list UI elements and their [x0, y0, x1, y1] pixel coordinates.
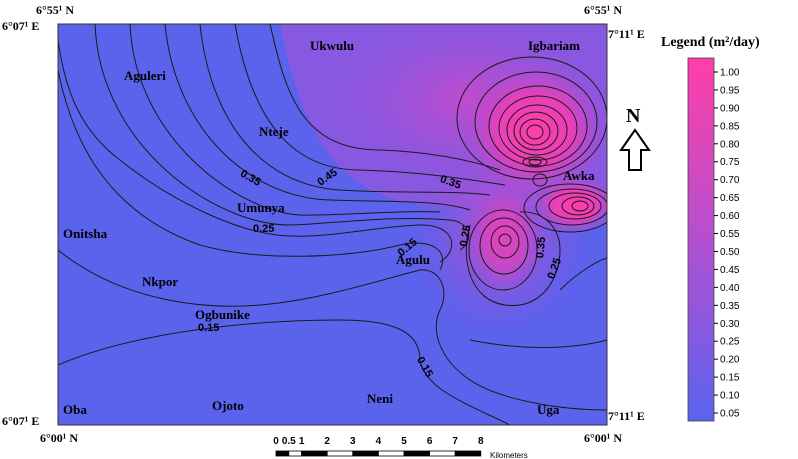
place-ogbunike: Ogbunike — [195, 307, 250, 322]
scale-segment — [301, 450, 328, 457]
north-arrow-icon — [619, 128, 651, 171]
scale-tick-label: 0.5 — [282, 436, 296, 447]
legend-tick-label: 0.90 — [720, 103, 740, 114]
legend-tick-label: 0.70 — [720, 175, 740, 186]
scale-tick-label: 6 — [427, 436, 433, 447]
legend-tick-label: 0.75 — [720, 157, 740, 168]
coord-top-right-lat: 6°55¹ N — [584, 3, 622, 17]
scale-bar: 0 0.5 1 2 3 4 5 6 7 8 Kilometers — [273, 436, 528, 459]
scale-segment — [454, 450, 482, 457]
contour-label-9: 0.15 — [198, 322, 219, 334]
place-agulu: Agulu — [396, 252, 430, 267]
place-neni: Neni — [367, 391, 393, 406]
scale-segment — [429, 450, 456, 457]
place-nkpor: Nkpor — [142, 274, 178, 289]
legend-tick-label: 0.80 — [720, 139, 740, 150]
north-label: N — [626, 105, 641, 127]
scale-segments — [275, 450, 482, 457]
place-umunya: Umunya — [237, 200, 285, 215]
place-nteje: Nteje — [259, 124, 289, 139]
scale-tick-label: 4 — [376, 436, 382, 447]
place-ojoto: Ojoto — [212, 398, 244, 413]
legend-tick-label: 0.20 — [720, 355, 740, 366]
legend-tick-label: 0.55 — [720, 229, 740, 240]
contour-label-6: 0.25 — [458, 224, 474, 247]
scale-segment — [275, 450, 290, 457]
legend-tick-label: 0.95 — [720, 85, 740, 96]
legend-title: Legend (m²/day) — [661, 35, 760, 50]
scale-tick-label: 7 — [452, 436, 458, 447]
legend-tick-label: 0.35 — [720, 301, 740, 312]
place-igbariam: Igbariam — [528, 38, 580, 53]
scale-segment — [288, 450, 302, 457]
coord-bottom-left-lat: 6°00¹ N — [40, 431, 78, 445]
coord-bottom-left-lon: 6°07¹ E — [2, 414, 39, 428]
corner-coordinates: 6°55¹ N 6°07¹ E 6°55¹ N 7°11¹ E 6°07¹ E … — [2, 3, 645, 445]
place-ukwulu: Ukwulu — [310, 38, 354, 53]
scale-segment — [377, 450, 405, 457]
legend-tick-label: 0.40 — [720, 283, 740, 294]
map-fill — [58, 24, 607, 425]
legend-tick-label: 0.15 — [720, 373, 740, 384]
scale-tick-label: 1 — [299, 436, 305, 447]
map-frame — [57, 23, 608, 426]
legend-tick-label: 0.85 — [720, 121, 740, 132]
north-arrow: N — [619, 105, 651, 171]
coord-bottom-right-lon: 7°11¹ E — [608, 409, 645, 423]
scale-segment — [403, 450, 431, 457]
legend-tick-label: 0.60 — [720, 211, 740, 222]
scale-tick-label: 2 — [324, 436, 330, 447]
legend-tick-label: 1.00 — [720, 68, 740, 79]
coord-top-left-lon: 6°07¹ E — [2, 19, 39, 33]
scale-segment — [352, 450, 379, 457]
legend-tick-label: 0.50 — [720, 247, 740, 258]
contour-label-4: 0.25 — [253, 223, 274, 235]
coord-bottom-right-lat: 6°00¹ N — [584, 431, 622, 445]
legend-tick-label: 0.30 — [720, 319, 740, 330]
scale-tick-labels: 0 0.5 1 2 3 4 5 6 7 8 — [273, 436, 484, 447]
place-names: Ukwulu Igbariam Aguleri Nteje Awka Umuny… — [63, 38, 595, 417]
place-awka: Awka — [563, 168, 595, 183]
scale-tick-label: 0 — [273, 436, 279, 447]
place-uga: Uga — [537, 402, 560, 417]
scale-tick-label: 5 — [401, 436, 407, 447]
place-oba: Oba — [63, 402, 87, 417]
scale-unit: Kilometers — [490, 451, 528, 459]
contour-lines — [58, 24, 607, 425]
legend: Legend (m²/day) 1.00 0.95 0.90 0.85 0.80 0.75… — [661, 35, 760, 422]
legend-tick-label: 0.65 — [720, 193, 740, 204]
legend-tick-label: 0.10 — [720, 391, 740, 402]
scale-segment — [326, 450, 354, 457]
legend-tick-label: 0.45 — [720, 265, 740, 276]
legend-ticks: 1.00 0.95 0.90 0.85 0.80 0.75 0.70 0.65 0.60 0.55… — [714, 68, 740, 420]
scale-tick-label: 8 — [478, 436, 484, 447]
legend-tick-label: 0.05 — [720, 409, 740, 420]
scale-tick-label: 3 — [350, 436, 356, 447]
place-aguleri: Aguleri — [124, 68, 166, 83]
legend-color-bar — [687, 57, 715, 422]
coord-top-left-lat: 6°55¹ N — [36, 3, 74, 17]
coord-top-right-lon: 7°11¹ E — [608, 27, 645, 41]
contour-label-7: 0.35 — [534, 236, 548, 258]
legend-tick-label: 0.25 — [720, 337, 740, 348]
place-onitsha: Onitsha — [63, 226, 108, 241]
